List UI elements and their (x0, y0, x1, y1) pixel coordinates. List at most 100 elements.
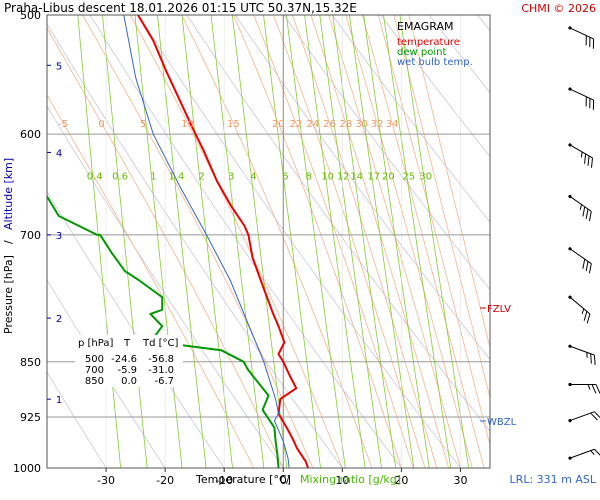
theta-label: 10 (181, 119, 194, 130)
mixing-ratio-label: 25 (402, 171, 415, 182)
mixing-ratio-label: 30 (419, 171, 432, 182)
altitude-tick-label: 1 (56, 395, 62, 406)
moist-adiabat (378, 15, 490, 447)
theta-label: 5 (140, 119, 146, 130)
altitude-tick-label: 2 (56, 314, 62, 325)
credit-label: CHMI © 2026 (521, 2, 596, 15)
y-axis-separator: / (2, 240, 15, 244)
series-dew-point (47, 195, 280, 468)
x-tick-label: 10 (335, 474, 349, 487)
moist-adiabat (82, 15, 314, 468)
mixing-ratio-label: 20 (382, 171, 395, 182)
wind-barb-flag (587, 155, 590, 166)
table-cell: -24.6 (111, 354, 137, 365)
wind-barb-flag (593, 355, 596, 365)
legend-dew-point: dew point (397, 47, 446, 58)
wind-barb-shaft (569, 27, 594, 40)
altitude-tick-label: 5 (56, 61, 62, 72)
wind-barb-flag (592, 38, 595, 49)
pressure-tick-label: 600 (20, 128, 41, 141)
plot-frame (46, 14, 491, 469)
legend-wet-bulb: wet bulb temp. (397, 57, 473, 68)
moist-adiabat (292, 15, 438, 468)
theta-label: 28 (339, 119, 352, 130)
theta-label: 15 (227, 119, 240, 130)
wind-barb-flag (589, 98, 591, 109)
moist-adiabat (362, 15, 485, 468)
x-tick-label: -30 (97, 474, 115, 487)
wind-barb-flag (590, 412, 598, 421)
moist-adiabat (310, 15, 450, 468)
moist-adiabat (129, 15, 343, 468)
mixing-ratio-label: 0.6 (112, 171, 128, 182)
x-tick-label: 0 (280, 474, 287, 487)
wind-barb-flag (589, 37, 591, 48)
wind-barb-flag (594, 448, 600, 457)
wind-barb-flag (594, 411, 600, 420)
table-cell: -6.7 (154, 376, 174, 387)
wind-barb-flag (585, 208, 589, 219)
x-tick-label: 20 (394, 474, 408, 487)
mixing-ratio-line (332, 15, 397, 468)
mixing-ratio-line (210, 15, 265, 468)
table-cell: -56.8 (148, 354, 174, 365)
mixing-ratio-label: 0.4 (87, 171, 103, 182)
wind-barb-halfflag (580, 151, 583, 158)
wind-barb-halfflag (586, 352, 588, 358)
moist-adiabat (328, 15, 461, 468)
dry-adiabat (331, 15, 490, 223)
data-table-bg (75, 335, 183, 387)
theta-label: 34 (386, 119, 399, 130)
wind-barb-flag (584, 153, 587, 164)
wind-barb-flag (590, 157, 594, 168)
x-axis-separator: / (286, 473, 290, 486)
wind-barb-flag (586, 313, 591, 324)
pressure-tick-label: 850 (20, 356, 41, 369)
grid-layer (47, 15, 490, 468)
dry-adiabat (89, 15, 402, 468)
table-header-td: Td [°C] (142, 338, 179, 349)
axis-layer: 0.4 0.6 1 1.4 2 3 4 6 8 10 12 14 17 20 25 30-5 0 5 10 15 20 2… (13, 9, 467, 487)
x-tick-label: -10 (215, 474, 233, 487)
dry-adiabat (380, 15, 490, 158)
pressure-tick-label: 1000 (13, 462, 41, 475)
wind-barb-flag (585, 35, 587, 46)
wind-barb-halfflag (581, 308, 585, 315)
dry-adiabat (186, 15, 490, 432)
moist-adiabat (408, 15, 490, 350)
moist-adiabat (181, 15, 373, 468)
wind-barb-flag (592, 100, 595, 110)
wind-barb-flag (582, 206, 586, 217)
wind-barb (568, 411, 600, 423)
moist-adiabat (273, 15, 426, 468)
wind-barb (568, 344, 596, 365)
wind-barb (568, 143, 594, 168)
dry-adiabat (47, 371, 107, 468)
mixing-ratio-label: 6 (282, 171, 288, 182)
table-cell: 0.0 (121, 376, 137, 387)
wind-barb-flag (591, 384, 597, 394)
altitude-axis-title: Altitude [km] (2, 158, 15, 230)
dry-adiabat (283, 15, 490, 291)
theta-label: 26 (323, 119, 336, 130)
dry-adiabat (47, 279, 166, 468)
wind-barb (568, 295, 591, 324)
moist-adiabat (253, 15, 414, 468)
x-axis-title: Temperature [°C] (195, 473, 291, 486)
lrl-label: LRL: 331 m ASL (510, 473, 597, 486)
theta-label: 22 (289, 119, 302, 130)
mixing-ratio-line (77, 15, 122, 468)
wind-barb-flag (590, 353, 592, 364)
wind-barb-shaft (569, 296, 591, 315)
table-cell: 850 (85, 376, 104, 387)
pressure-tick-label: 500 (20, 9, 41, 22)
wind-barb-shaft (569, 88, 594, 101)
mixing-ratio-label: 8 (306, 171, 312, 182)
theta-label: 32 (371, 119, 384, 130)
legend-temperature: temperature (397, 37, 460, 48)
wind-barb-shaft (569, 345, 595, 356)
theta-label: 24 (307, 119, 320, 130)
wind-barb-flag (585, 261, 589, 272)
mixing-ratio-label: 3 (228, 171, 234, 182)
